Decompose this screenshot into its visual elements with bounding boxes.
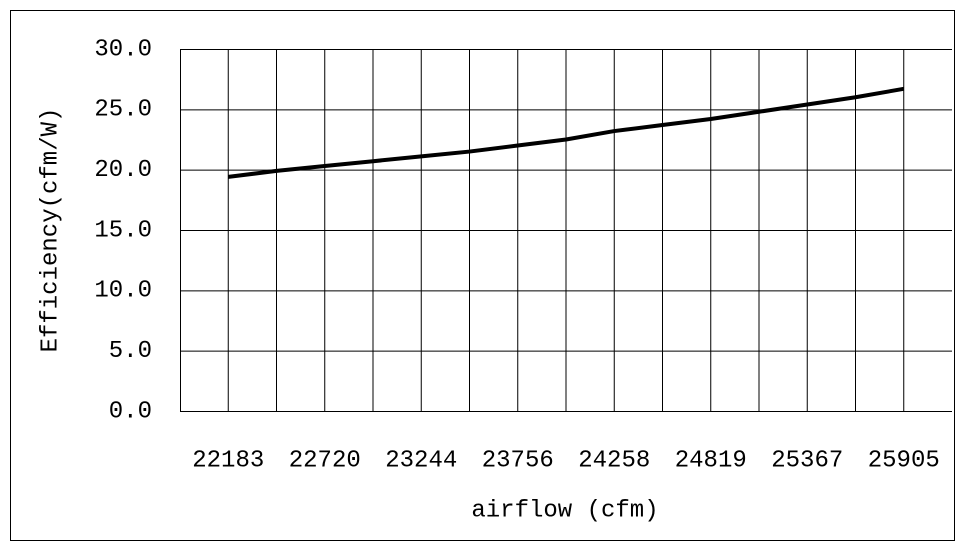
- y-tick-label: 0.0: [109, 398, 152, 425]
- y-tick-label: 5.0: [109, 338, 152, 365]
- x-tick-label: 22183: [192, 447, 264, 474]
- x-tick-label: 24258: [578, 447, 650, 474]
- x-axis-label: airflow (cfm): [471, 497, 658, 524]
- x-tick-label: 23756: [482, 447, 554, 474]
- y-tick-label: 25.0: [94, 97, 152, 124]
- y-tick-label: 10.0: [94, 278, 152, 305]
- y-tick-label: 30.0: [94, 36, 152, 63]
- x-tick-label: 23244: [385, 447, 457, 474]
- x-tick-label: 25367: [771, 447, 843, 474]
- y-axis-label: Efficiency(cfm/W): [37, 108, 64, 353]
- y-tick-label: 20.0: [94, 157, 152, 184]
- x-tick-label: 25905: [868, 447, 940, 474]
- line-series: [228, 86, 905, 179]
- x-tick-label: 24819: [675, 447, 747, 474]
- y-tick-label: 15.0: [94, 217, 152, 244]
- x-tick-label: 22720: [289, 447, 361, 474]
